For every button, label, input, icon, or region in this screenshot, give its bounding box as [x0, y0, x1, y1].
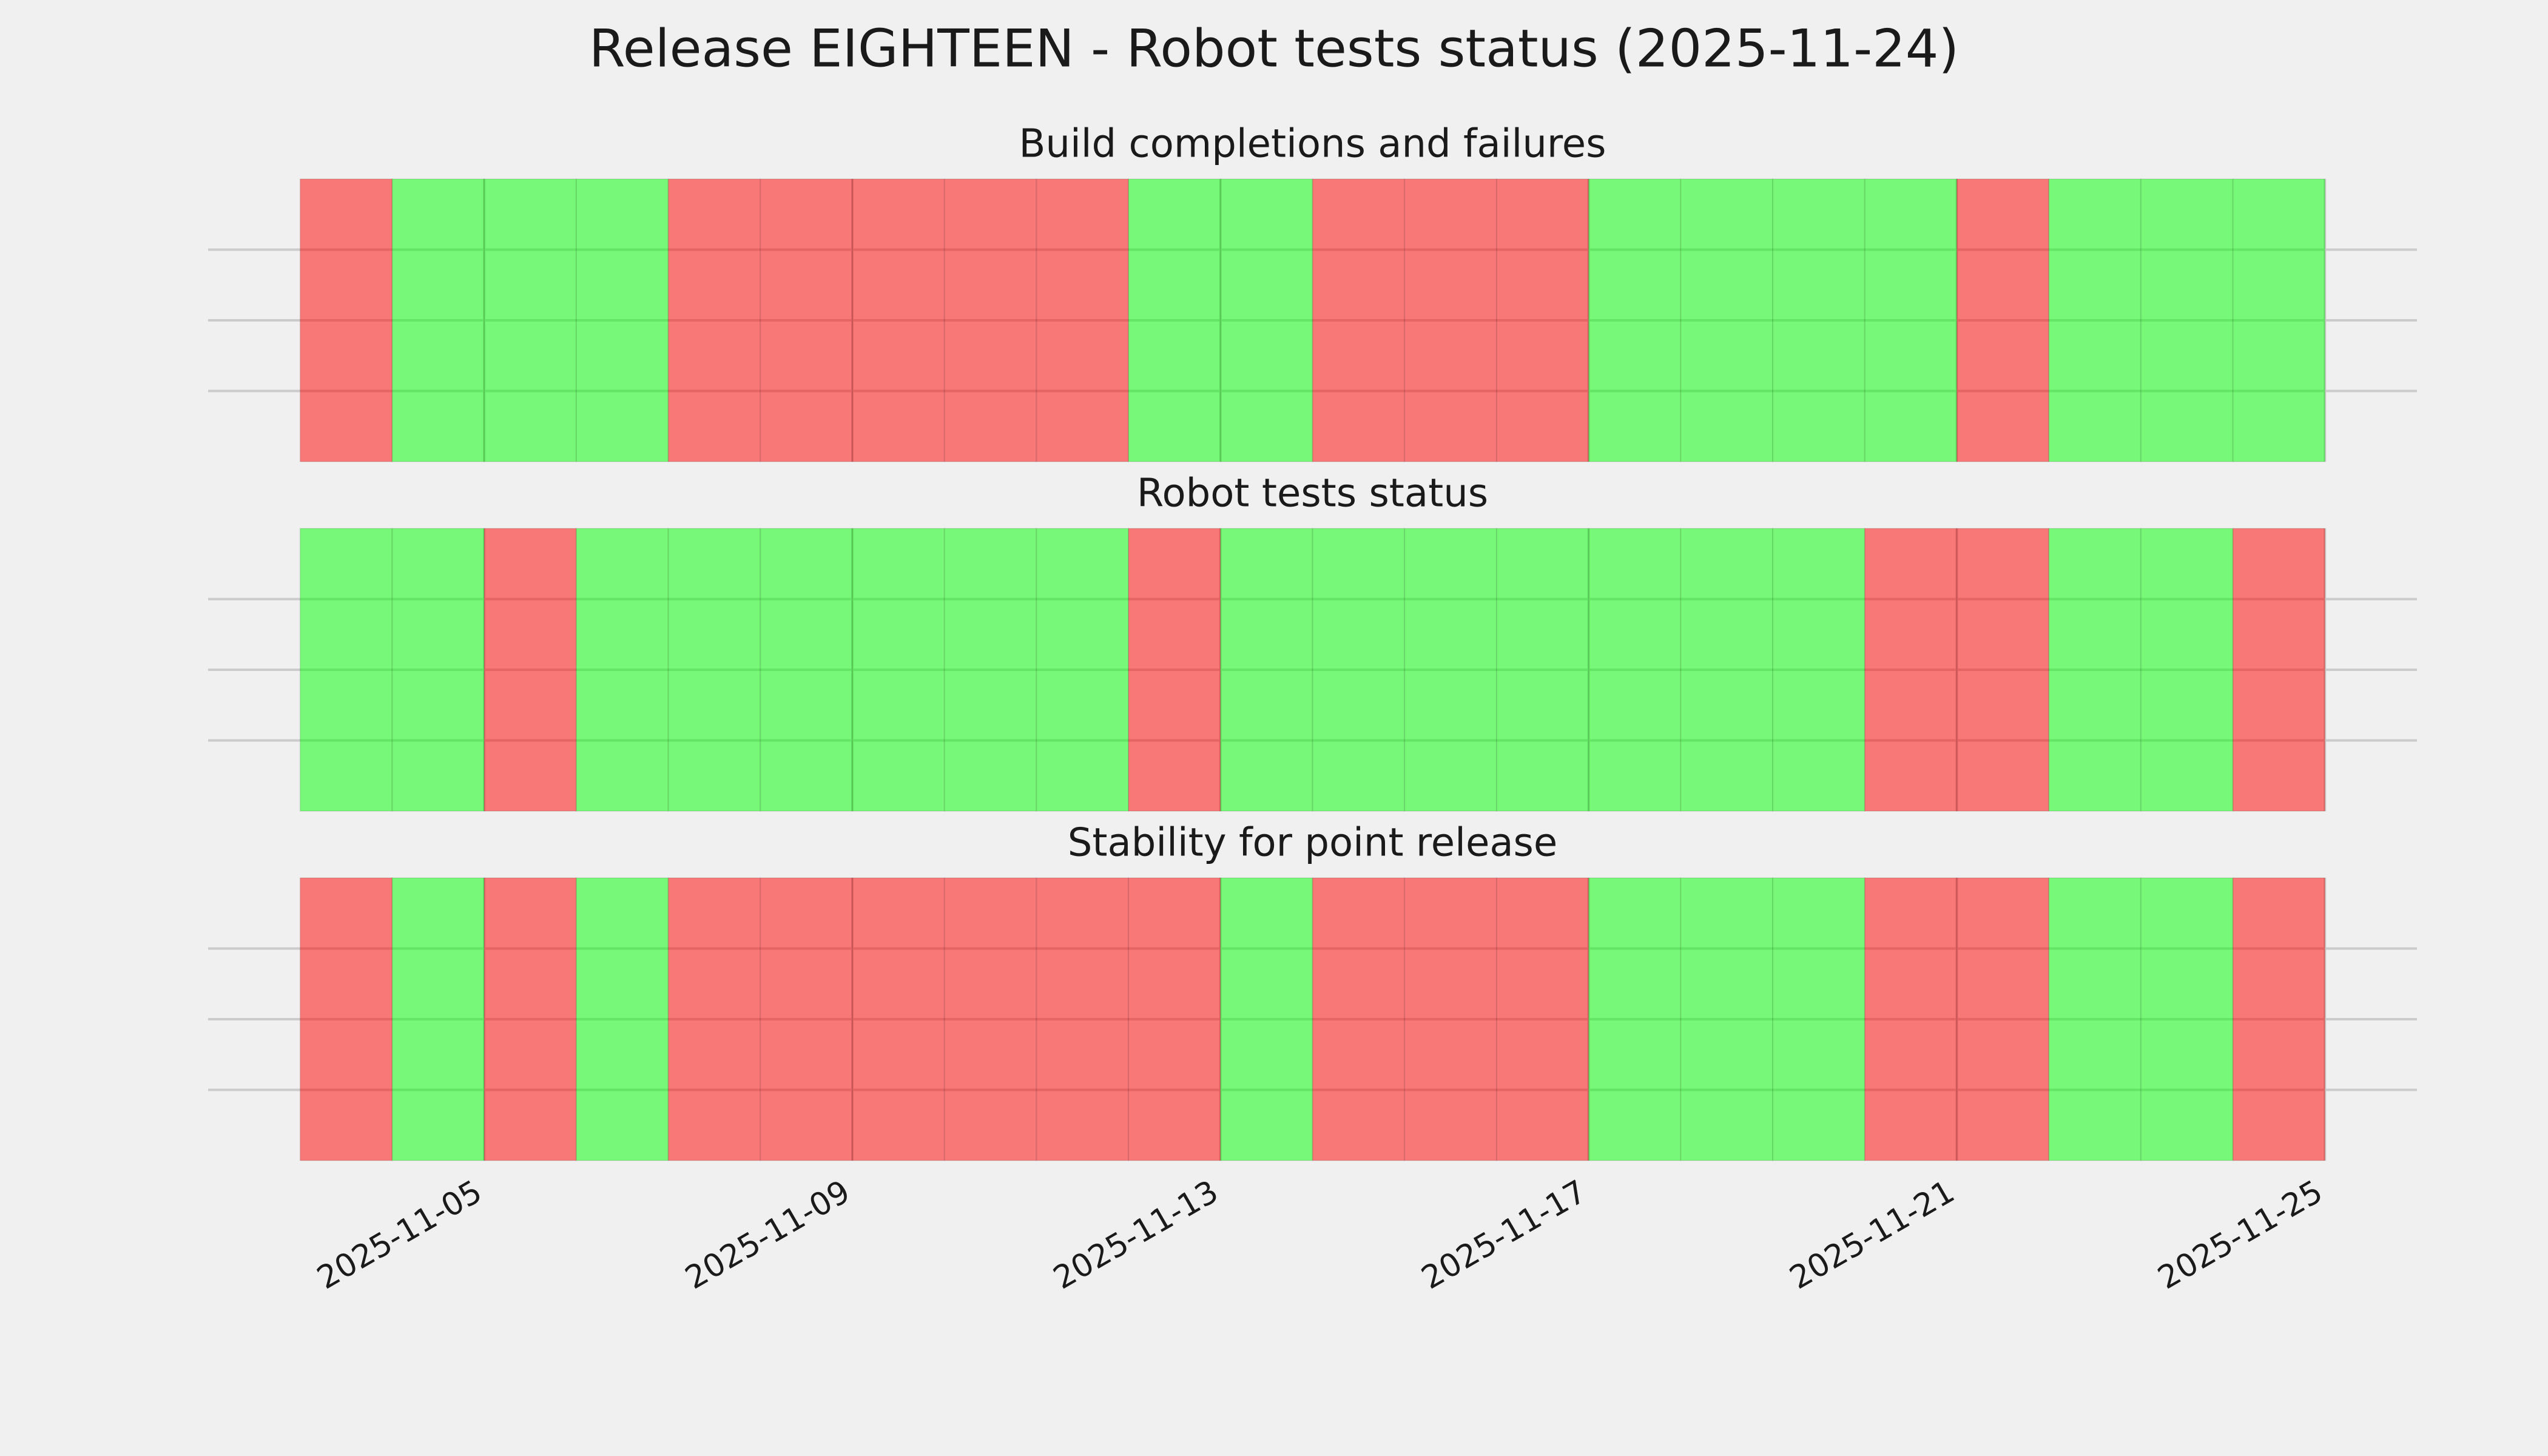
status-bar [1404, 528, 1497, 812]
status-bar [1219, 877, 1313, 1161]
status-bar [1128, 528, 1221, 812]
status-bar [1128, 178, 1221, 462]
status-bar [299, 528, 393, 812]
status-bar [1495, 178, 1589, 462]
status-bar [575, 178, 669, 462]
status-bar [851, 178, 945, 462]
status-bar [760, 528, 853, 812]
status-bar [575, 528, 669, 812]
status-bar [1588, 877, 1682, 1161]
status-bar [667, 528, 761, 812]
status-bar [851, 528, 945, 812]
status-bar [1312, 877, 1406, 1161]
status-bar [1680, 877, 1774, 1161]
status-bar [667, 178, 761, 462]
status-bar [391, 178, 485, 462]
status-bar [943, 877, 1037, 1161]
status-bar [1404, 178, 1497, 462]
status-bar [2048, 528, 2142, 812]
status-bar [1495, 877, 1589, 1161]
status-bar [943, 178, 1037, 462]
status-bar [2140, 877, 2234, 1161]
status-bar [1588, 528, 1682, 812]
status-bar [484, 528, 577, 812]
status-bar [299, 877, 393, 1161]
status-bar [484, 877, 577, 1161]
chart-title: Release EIGHTEEN - Robot tests status (2… [589, 18, 1959, 79]
status-bar [1680, 528, 1774, 812]
status-bar [2232, 178, 2326, 462]
status-bar [1864, 178, 1958, 462]
status-bar [391, 528, 485, 812]
status-bar [1128, 877, 1221, 1161]
status-bar [667, 877, 761, 1161]
status-bar [851, 877, 945, 1161]
status-bar [2140, 178, 2234, 462]
status-bar [484, 178, 577, 462]
subplot-title: Robot tests status [1137, 471, 1488, 516]
status-bar [2232, 877, 2326, 1161]
status-bar [1312, 528, 1406, 812]
status-bar [391, 877, 485, 1161]
status-bar [1864, 877, 1958, 1161]
status-bar [1219, 178, 1313, 462]
status-bar [1864, 528, 1958, 812]
status-bar [1312, 178, 1406, 462]
status-bar [1772, 877, 1866, 1161]
status-bar [943, 528, 1037, 812]
status-bar [1219, 528, 1313, 812]
status-bar [1495, 528, 1589, 812]
status-bar [575, 877, 669, 1161]
status-bar [760, 178, 853, 462]
status-bar [2140, 528, 2234, 812]
status-bar [1772, 528, 1866, 812]
status-bar [1036, 178, 1130, 462]
status-bar [1036, 877, 1130, 1161]
status-bar [1588, 178, 1682, 462]
status-bar [1956, 528, 2050, 812]
status-bar [1956, 877, 2050, 1161]
status-bar [760, 877, 853, 1161]
status-bar [1404, 877, 1497, 1161]
status-bar [299, 178, 393, 462]
status-bar [2048, 877, 2142, 1161]
subplot-title: Build completions and failures [1019, 122, 1606, 167]
status-bar [1772, 178, 1866, 462]
status-bar [1956, 178, 2050, 462]
status-bar [1036, 528, 1130, 812]
status-bar [2048, 178, 2142, 462]
status-bar [1680, 178, 1774, 462]
subplot-title: Stability for point release [1068, 821, 1558, 866]
status-bar [2232, 528, 2326, 812]
